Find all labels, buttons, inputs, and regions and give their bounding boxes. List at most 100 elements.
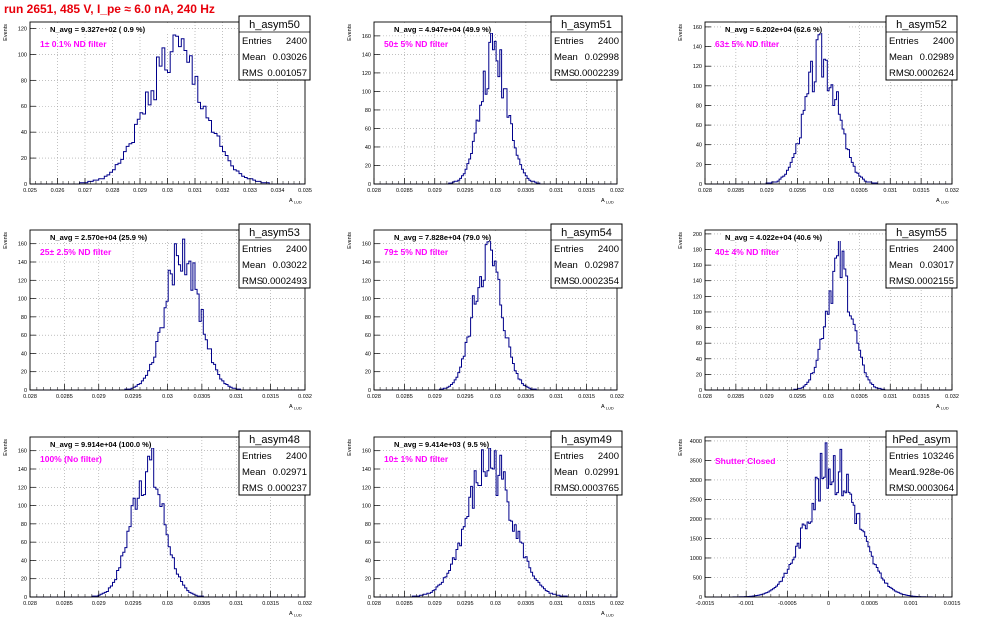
stats-value: 0.0003765 (574, 483, 619, 494)
navg-label: N_avg = 9.414e+03 ( 9.5 %) (394, 440, 490, 449)
y-tick-label: 20 (21, 156, 27, 162)
x-tick-label: 0.033 (243, 188, 257, 194)
y-tick-label: 80 (21, 315, 27, 321)
histogram-panel-h_asym48: 0.028 0.0285 0.029 0.0295 0.03 0.0305 0.031 0.0… (3, 430, 312, 618)
y-tick-label: 60 (21, 540, 27, 546)
stats-label: RMS (554, 68, 575, 79)
y-tick-label: 20 (365, 163, 371, 169)
x-axis-label: A LUD (601, 611, 614, 618)
filter-annotation: 63± 5% ND filter (715, 39, 780, 49)
y-tick-label: 40 (365, 558, 371, 564)
x-tick-label: 0.029 (428, 188, 442, 194)
x-tick-label: 0.032 (298, 601, 312, 607)
y-tick-label: 60 (365, 126, 371, 132)
y-tick-label: 60 (365, 333, 371, 339)
x-tick-label: 0.0305 (851, 394, 868, 400)
x-tick-label: 0.027 (78, 188, 92, 194)
x-tick-label: 0.034 (271, 188, 285, 194)
stats-value: 0.0002493 (262, 276, 307, 287)
y-axis-label: Events (678, 232, 684, 249)
x-tick-label: 0.0315 (578, 601, 595, 607)
histogram-panel-hPed_asym: -0.0015 -0.001 -0.0005 0 0.0005 0.001 0.0015 0 5… (678, 430, 960, 607)
x-tick-label: 0.029 (760, 394, 774, 400)
x-tick-label: 0.031 (188, 188, 202, 194)
y-tick-label: 60 (21, 104, 27, 110)
x-tick-label: 0.029 (133, 188, 147, 194)
navg-label: N_avg = 4.022e+04 (40.6 %) (725, 233, 823, 242)
x-axis-label: A LUD (601, 404, 614, 411)
y-tick-label: 120 (693, 294, 702, 300)
stats-label: RMS (889, 483, 910, 494)
x-tick-label: 0.032 (610, 394, 624, 400)
filter-annotation: 25± 2.5% ND filter (40, 247, 112, 257)
stats-label: Mean (554, 467, 578, 478)
filter-annotation: Shutter Closed (715, 456, 775, 466)
x-tick-label: 0 (827, 601, 830, 607)
stats-title: h_asym52 (896, 19, 947, 31)
filter-annotation: 1± 0.1% ND filter (40, 39, 107, 49)
stats-label: Mean (554, 52, 578, 63)
x-tick-label: 0.031 (549, 601, 563, 607)
navg-label: N_avg = 4.947e+04 (49.9 %) (394, 25, 492, 34)
stats-value: 0.000237 (267, 483, 307, 494)
x-tick-label: 0.03 (823, 394, 834, 400)
y-axis-label: Events (347, 24, 353, 41)
stats-label: Entries (889, 244, 919, 255)
stats-value: 1.928e-06 (911, 467, 954, 478)
x-axis-label: A LUD (289, 611, 302, 618)
stats-label: Entries (889, 451, 919, 462)
y-tick-label: 140 (693, 45, 702, 51)
x-axis-label: A LUD (936, 404, 949, 411)
stats-title: hPed_asym (892, 434, 950, 446)
x-tick-label: 0.0315 (913, 394, 930, 400)
filter-annotation: 50± 5% ND filter (384, 39, 449, 49)
y-tick-label: 0 (699, 388, 702, 394)
x-tick-label: 0.028 (367, 394, 381, 400)
y-tick-label: 160 (362, 34, 371, 40)
x-tick-label: 0.028 (698, 188, 712, 194)
x-tick-label: 0.035 (298, 188, 312, 194)
y-tick-label: 120 (18, 485, 27, 491)
x-tick-label: 0.0295 (125, 394, 142, 400)
stats-box (238, 430, 311, 496)
y-tick-label: 20 (696, 372, 702, 378)
x-tick-label: 0.0305 (517, 601, 534, 607)
y-tick-label: 160 (18, 449, 27, 455)
run-title: run 2651, 485 V, I_pe ≈ 6.0 nA, 240 Hz (4, 2, 215, 16)
x-tick-label: 0.0285 (56, 601, 73, 607)
stats-label: Entries (889, 36, 919, 47)
y-axis-label: Events (347, 439, 353, 456)
x-tick-label: 0.028 (23, 394, 37, 400)
y-axis-label: Events (678, 24, 684, 41)
y-tick-label: 120 (18, 278, 27, 284)
y-axis-label: Events (3, 24, 9, 41)
x-tick-label: 0.029 (760, 188, 774, 194)
filter-annotation: 40± 4% ND filter (715, 247, 780, 257)
stats-value: 2400 (598, 36, 619, 47)
stats-value: 0.001057 (267, 68, 307, 79)
x-tick-label: 0.0315 (913, 188, 930, 194)
y-tick-label: 160 (362, 449, 371, 455)
y-tick-label: 100 (362, 504, 371, 510)
navg-background (48, 439, 172, 448)
stats-title: h_asym51 (561, 19, 612, 31)
stats-title: h_asym55 (896, 227, 947, 239)
y-tick-label: 80 (21, 78, 27, 84)
y-axis-label: Events (678, 439, 684, 456)
stats-value: 2400 (933, 244, 954, 255)
stats-label: Mean (889, 467, 913, 478)
x-tick-label: 0.028 (367, 188, 381, 194)
x-tick-label: 0.0005 (861, 601, 878, 607)
stats-value: 2400 (933, 36, 954, 47)
stats-label: Mean (242, 260, 266, 271)
y-tick-label: 60 (696, 123, 702, 129)
stats-box (238, 15, 311, 81)
stats-label: Entries (554, 244, 584, 255)
y-tick-label: 0 (24, 388, 27, 394)
y-tick-label: 120 (362, 485, 371, 491)
y-tick-label: 140 (362, 260, 371, 266)
x-axis-label: A LUD (289, 404, 302, 411)
y-tick-label: 4000 (690, 439, 702, 445)
x-tick-label: 0.03 (490, 394, 501, 400)
y-tick-label: 160 (693, 25, 702, 31)
